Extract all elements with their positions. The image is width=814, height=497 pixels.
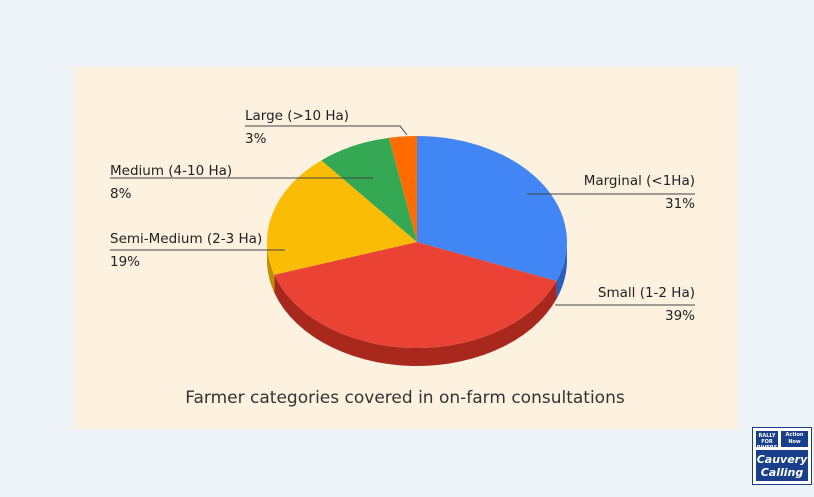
logo-action-now: Action Now <box>781 431 808 447</box>
slice-label-small-1-2-ha: Small (1-2 Ha) <box>598 285 695 301</box>
label-leaders <box>110 125 695 306</box>
slice-value-marginal-1ha: 31% <box>665 196 695 212</box>
cauvery-calling-logo: RALLY FOR RIVERS Action Now Cauvery Call… <box>752 427 812 485</box>
leader-line-large-10-ha <box>245 125 408 136</box>
slice-labels: Marginal (<1Ha) 31% Small (1-2 Ha) 39% Semi-… <box>110 108 695 324</box>
pie-side-small-1-2-ha <box>274 274 557 366</box>
pie-chart: Marginal (<1Ha) 31% Small (1-2 Ha) 39% Semi-… <box>110 108 695 408</box>
logo-rally-for-rivers: RALLY FOR RIVERS <box>756 431 778 451</box>
pie-slice-medium-4-10-ha <box>321 137 417 242</box>
pie-slice-large-10-ha <box>388 136 417 242</box>
slice-value-large-10-ha: 3% <box>245 131 267 147</box>
pie-slice-semi-medium-2-3-ha <box>267 160 417 275</box>
pie-side-semi-medium-2-3-ha <box>267 242 275 293</box>
pie-side-marginal-1ha <box>556 242 567 300</box>
slice-label-medium-4-10-ha: Medium (4-10 Ha) <box>110 163 232 179</box>
logo-cauvery-calling: Cauvery Calling <box>756 450 808 481</box>
slice-value-small-1-2-ha: 39% <box>665 308 695 324</box>
slice-value-medium-4-10-ha: 8% <box>110 186 132 202</box>
slice-label-large-10-ha: Large (>10 Ha) <box>245 108 349 124</box>
slice-value-semi-medium-2-3-ha: 19% <box>110 254 140 270</box>
chart-card: Marginal (<1Ha) 31% Small (1-2 Ha) 39% Semi-… <box>75 67 738 429</box>
pie-slice-marginal-1ha <box>417 136 567 282</box>
chart-title: Farmer categories covered in on-farm con… <box>185 388 625 408</box>
pie-slices <box>267 136 567 366</box>
slice-label-marginal-1ha: Marginal (<1Ha) <box>584 173 695 189</box>
slice-label-semi-medium-2-3-ha: Semi-Medium (2-3 Ha) <box>110 231 262 247</box>
pie-slice-small-1-2-ha <box>274 242 557 348</box>
